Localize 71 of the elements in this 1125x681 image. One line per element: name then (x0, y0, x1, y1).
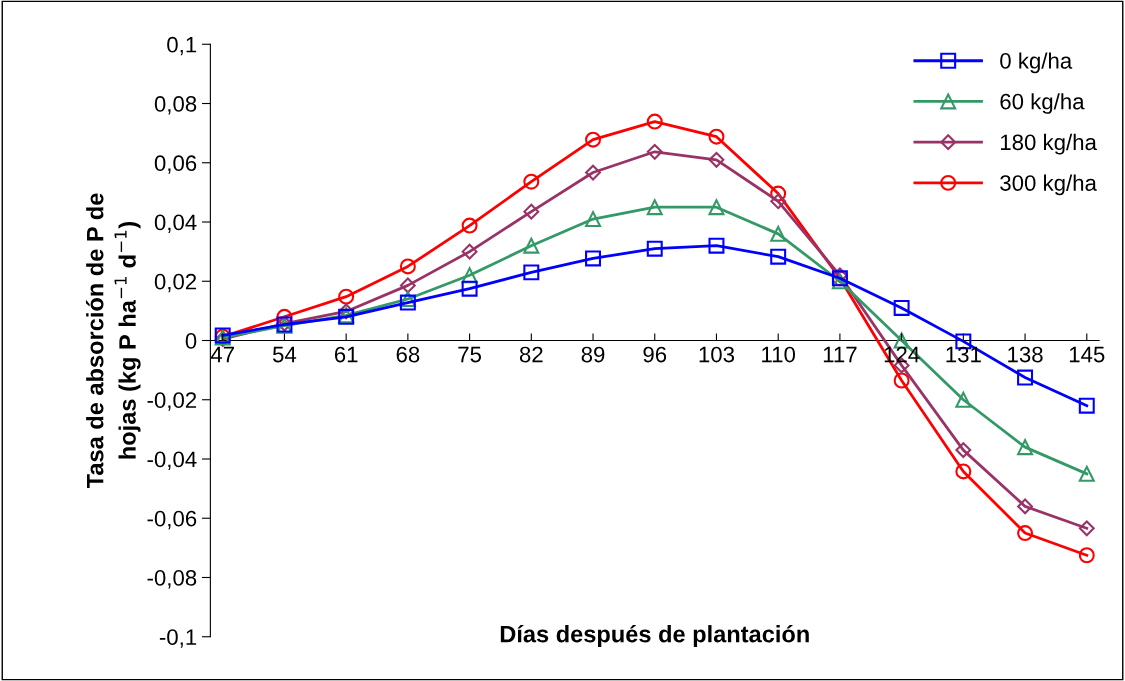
point (646, 199, 663, 216)
y-tick-label: -0,02 (147, 392, 197, 411)
x-tick-label: 89 (581, 346, 605, 363)
point (1078, 397, 1095, 414)
x-tick-label: 110 (762, 346, 796, 363)
legend-label: 180 kg/ha (1000, 133, 1097, 155)
x-tick-label: 138 (1008, 346, 1043, 363)
y-tick-label: 0,02 (154, 273, 197, 293)
x-tick-label: 117 (823, 346, 857, 363)
point (523, 264, 540, 281)
x-axis-title: Días después de plantación (500, 624, 809, 648)
y-tick-label: 0,08 (154, 96, 197, 115)
point (955, 391, 972, 408)
y-tick-label: 0,1 (167, 36, 197, 56)
point (646, 240, 663, 257)
point (461, 217, 478, 234)
y-tick-label: 0,04 (154, 214, 197, 233)
x-tick-label: 47 (210, 346, 234, 363)
point (523, 203, 540, 220)
point (708, 237, 725, 254)
point (585, 164, 601, 181)
point (708, 128, 725, 145)
point (893, 372, 910, 389)
x-tick-label: 103 (699, 346, 735, 363)
point (708, 151, 725, 168)
point (338, 288, 355, 305)
point (399, 277, 416, 294)
point (770, 193, 787, 210)
point (646, 113, 663, 130)
point (585, 250, 602, 267)
x-tick-label: 145 (1069, 346, 1105, 363)
point (770, 225, 787, 242)
legend-label: 300 kg/ha (1000, 174, 1097, 196)
x-tick-label: 68 (396, 346, 420, 363)
y-tick-label: 0 (185, 333, 197, 349)
point (955, 442, 972, 459)
point (399, 258, 416, 275)
point (646, 143, 663, 160)
point (523, 173, 540, 190)
point (893, 299, 910, 316)
point (1017, 369, 1034, 386)
x-tick-label: 96 (643, 346, 667, 363)
point (461, 243, 478, 260)
point (1078, 520, 1095, 537)
point (1078, 547, 1095, 564)
y-axis-title: Tasa de absorción de P de hojas (kg P ha$^{−1}$ d$^{−1}$) (85, 193, 141, 489)
x-tick-label: 54 (272, 346, 297, 363)
x-tick-label: 61 (334, 346, 358, 363)
point (770, 248, 787, 265)
legend-label: 60 kg/ha (1000, 93, 1085, 114)
point (1078, 465, 1095, 482)
point (770, 185, 787, 202)
y-tick-label: -0,08 (147, 570, 197, 589)
point (1017, 498, 1033, 515)
y-tick-label: -0,1 (159, 629, 197, 648)
legend-label: 0 kg/ha (1000, 52, 1073, 74)
x-tick-label: 75 (458, 346, 482, 363)
y-tick-label: -0,06 (147, 510, 197, 530)
point (523, 237, 540, 254)
x-tick-label: 131 (946, 346, 981, 363)
point (708, 199, 725, 216)
point (461, 267, 478, 284)
y-tick-label: -0,04 (147, 451, 197, 470)
point (1017, 525, 1034, 542)
point (585, 211, 602, 228)
y-tick-label: 0,06 (154, 155, 197, 174)
point (955, 463, 972, 480)
x-tick-label: 82 (519, 346, 543, 363)
point (1017, 439, 1034, 456)
point (461, 280, 478, 297)
point (585, 131, 602, 148)
